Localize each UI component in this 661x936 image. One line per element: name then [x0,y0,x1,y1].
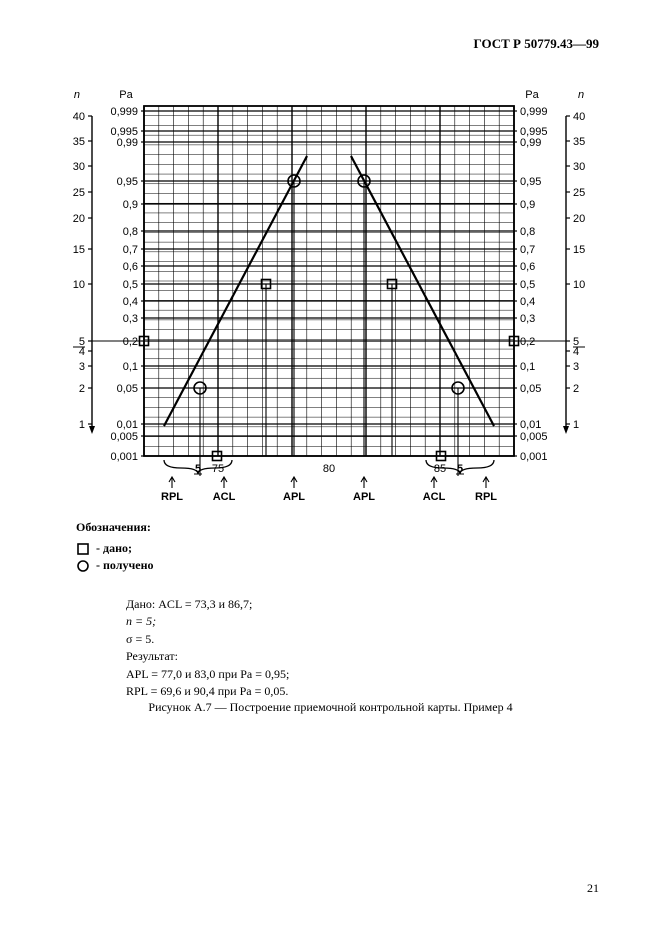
svg-text:3: 3 [79,361,85,373]
svg-text:75: 75 [212,463,224,475]
svg-text:35: 35 [73,136,85,148]
text-l4: Результат: [126,648,289,665]
svg-text:1: 1 [79,419,85,431]
svg-text:2: 2 [573,383,579,395]
svg-text:5: 5 [195,463,201,475]
svg-text:20: 20 [73,213,85,225]
svg-text:40: 40 [73,111,85,123]
svg-text:Pa: Pa [525,89,539,101]
svg-text:0,4: 0,4 [123,296,138,308]
svg-text:0,01: 0,01 [117,419,138,431]
svg-text:0,05: 0,05 [117,383,138,395]
svg-text:0,2: 0,2 [520,336,535,348]
legend-obtained: - получено [76,558,154,573]
svg-text:0,999: 0,999 [110,106,138,118]
svg-text:3: 3 [573,361,579,373]
text-l3: σ = 5. [126,631,289,648]
legend-title: Обозначения: [76,520,154,535]
text-l2: n = 5; [126,613,289,630]
svg-text:35: 35 [573,136,585,148]
svg-text:0,7: 0,7 [123,244,138,256]
svg-text:2: 2 [79,383,85,395]
svg-text:30: 30 [573,161,585,173]
svg-text:0,8: 0,8 [520,226,535,238]
svg-text:0,9: 0,9 [520,199,535,211]
svg-text:APL: APL [353,491,375,503]
svg-text:0,6: 0,6 [123,261,138,273]
svg-text:0,95: 0,95 [117,176,138,188]
svg-text:0,3: 0,3 [123,313,138,325]
legend-given: - дано; [76,541,154,556]
svg-text:0,7: 0,7 [520,244,535,256]
svg-text:30: 30 [73,161,85,173]
svg-text:0,995: 0,995 [520,126,548,138]
svg-text:ACL: ACL [213,491,236,503]
legend: Обозначения: - дано; - получено [76,520,154,575]
svg-text:5: 5 [573,336,579,348]
svg-text:25: 25 [73,187,85,199]
svg-text:0,05: 0,05 [520,383,541,395]
svg-text:0,995: 0,995 [110,126,138,138]
svg-text:n: n [74,89,80,101]
svg-text:RPL: RPL [161,491,183,503]
svg-text:0,99: 0,99 [117,137,138,149]
svg-text:0,5: 0,5 [123,279,138,291]
svg-text:20: 20 [573,213,585,225]
svg-text:0,3: 0,3 [520,313,535,325]
svg-text:15: 15 [573,244,585,256]
svg-text:0,6: 0,6 [520,261,535,273]
svg-text:0,001: 0,001 [110,451,138,463]
svg-text:5: 5 [457,463,463,475]
svg-text:0,005: 0,005 [110,431,138,443]
svg-text:0,2: 0,2 [123,336,138,348]
svg-text:0,99: 0,99 [520,137,541,149]
svg-text:40: 40 [573,111,585,123]
svg-text:RPL: RPL [475,491,497,503]
svg-text:10: 10 [73,279,85,291]
svg-text:0,9: 0,9 [123,199,138,211]
svg-text:85: 85 [434,463,446,475]
svg-text:0,4: 0,4 [520,296,535,308]
svg-text:0,5: 0,5 [520,279,535,291]
svg-text:ACL: ACL [423,491,446,503]
svg-text:0,01: 0,01 [520,419,541,431]
svg-text:n: n [578,89,584,101]
svg-text:0,005: 0,005 [520,431,548,443]
svg-text:0,1: 0,1 [520,361,535,373]
svg-text:80: 80 [323,463,335,475]
svg-text:5: 5 [79,336,85,348]
text-l5: APL = 77,0 и 83,0 при Pa = 0,95; [126,666,289,683]
svg-text:15: 15 [73,244,85,256]
svg-text:0,1: 0,1 [123,361,138,373]
svg-text:Pa: Pa [119,89,133,101]
svg-text:0,001: 0,001 [520,451,548,463]
text-l1: Дано: ACL = 73,3 и 86,7; [126,596,289,613]
page-number: 21 [587,881,599,896]
svg-text:25: 25 [573,187,585,199]
doc-header: ГОСТ Р 50779.43—99 [474,36,599,52]
svg-text:0,95: 0,95 [520,176,541,188]
figure-caption: Рисунок А.7 — Построение приемочной конт… [0,700,661,715]
svg-text:1: 1 [573,419,579,431]
svg-text:10: 10 [573,279,585,291]
text-l6: RPL = 69,6 и 90,4 при Pa = 0,05. [126,683,289,700]
data-text: Дано: ACL = 73,3 и 86,7; n = 5; σ = 5. Р… [126,596,289,700]
svg-text:0,8: 0,8 [123,226,138,238]
chart: 0,0010,0010,0050,0050,010,010,050,050,10… [54,86,608,516]
svg-text:0,999: 0,999 [520,106,548,118]
svg-text:APL: APL [283,491,305,503]
